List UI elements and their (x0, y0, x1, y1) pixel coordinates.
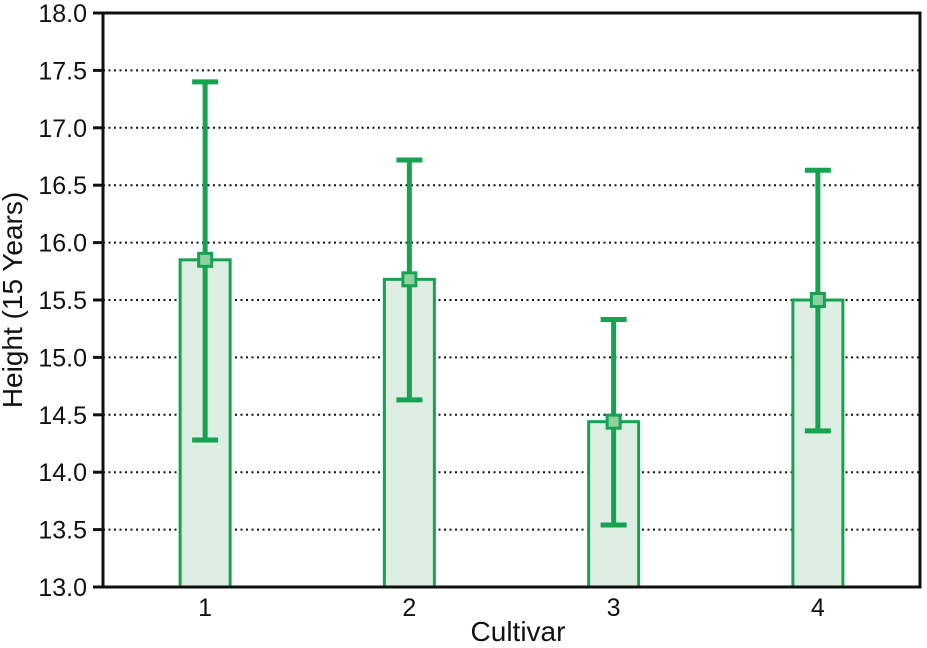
x-tick-label: 2 (402, 594, 416, 622)
mean-marker (401, 271, 418, 288)
y-tick-label: 14.0 (38, 459, 87, 487)
y-tick-label: 16.5 (38, 172, 87, 200)
x-axis-title: Cultivar (471, 616, 566, 647)
y-tick-label: 15.0 (38, 344, 87, 372)
y-tick-label: 17.5 (38, 57, 87, 85)
y-axis-title: Height (15 Years) (0, 192, 28, 408)
y-tick-label: 13.0 (38, 574, 87, 602)
y-tick-label: 17.0 (38, 115, 87, 143)
x-tick-label: 4 (811, 594, 825, 622)
y-tick-label: 18.0 (38, 0, 87, 28)
plot-border (101, 11, 922, 589)
x-tick-label: 1 (198, 594, 212, 622)
y-tick-label: 13.5 (38, 517, 87, 545)
y-tick-label: 16.0 (38, 230, 87, 258)
y-tick-label: 15.5 (38, 287, 87, 315)
mean-marker (197, 251, 214, 268)
x-tick-label: 3 (607, 594, 621, 622)
mean-marker (605, 413, 622, 430)
y-tick-label: 14.5 (38, 402, 87, 430)
mean-marker (809, 292, 826, 308)
